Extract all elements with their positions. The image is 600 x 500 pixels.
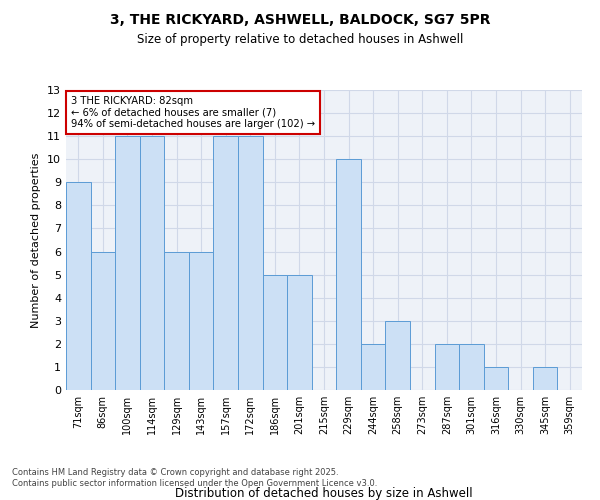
Text: Size of property relative to detached houses in Ashwell: Size of property relative to detached ho… <box>137 32 463 46</box>
Bar <box>336 159 361 390</box>
Bar <box>385 321 410 390</box>
Text: Contains HM Land Registry data © Crown copyright and database right 2025.
Contai: Contains HM Land Registry data © Crown c… <box>12 468 377 487</box>
Bar <box>66 182 91 390</box>
Y-axis label: Number of detached properties: Number of detached properties <box>31 152 41 328</box>
Bar <box>189 252 214 390</box>
Bar <box>91 252 115 390</box>
Text: 3, THE RICKYARD, ASHWELL, BALDOCK, SG7 5PR: 3, THE RICKYARD, ASHWELL, BALDOCK, SG7 5… <box>110 12 490 26</box>
Bar <box>361 344 385 390</box>
Bar <box>214 136 238 390</box>
Bar <box>484 367 508 390</box>
Text: 3 THE RICKYARD: 82sqm
← 6% of detached houses are smaller (7)
94% of semi-detach: 3 THE RICKYARD: 82sqm ← 6% of detached h… <box>71 96 315 129</box>
Bar <box>164 252 189 390</box>
Bar <box>287 274 312 390</box>
Bar <box>263 274 287 390</box>
X-axis label: Distribution of detached houses by size in Ashwell: Distribution of detached houses by size … <box>175 487 473 500</box>
Bar <box>434 344 459 390</box>
Bar <box>140 136 164 390</box>
Bar <box>533 367 557 390</box>
Bar <box>115 136 140 390</box>
Bar <box>238 136 263 390</box>
Bar <box>459 344 484 390</box>
